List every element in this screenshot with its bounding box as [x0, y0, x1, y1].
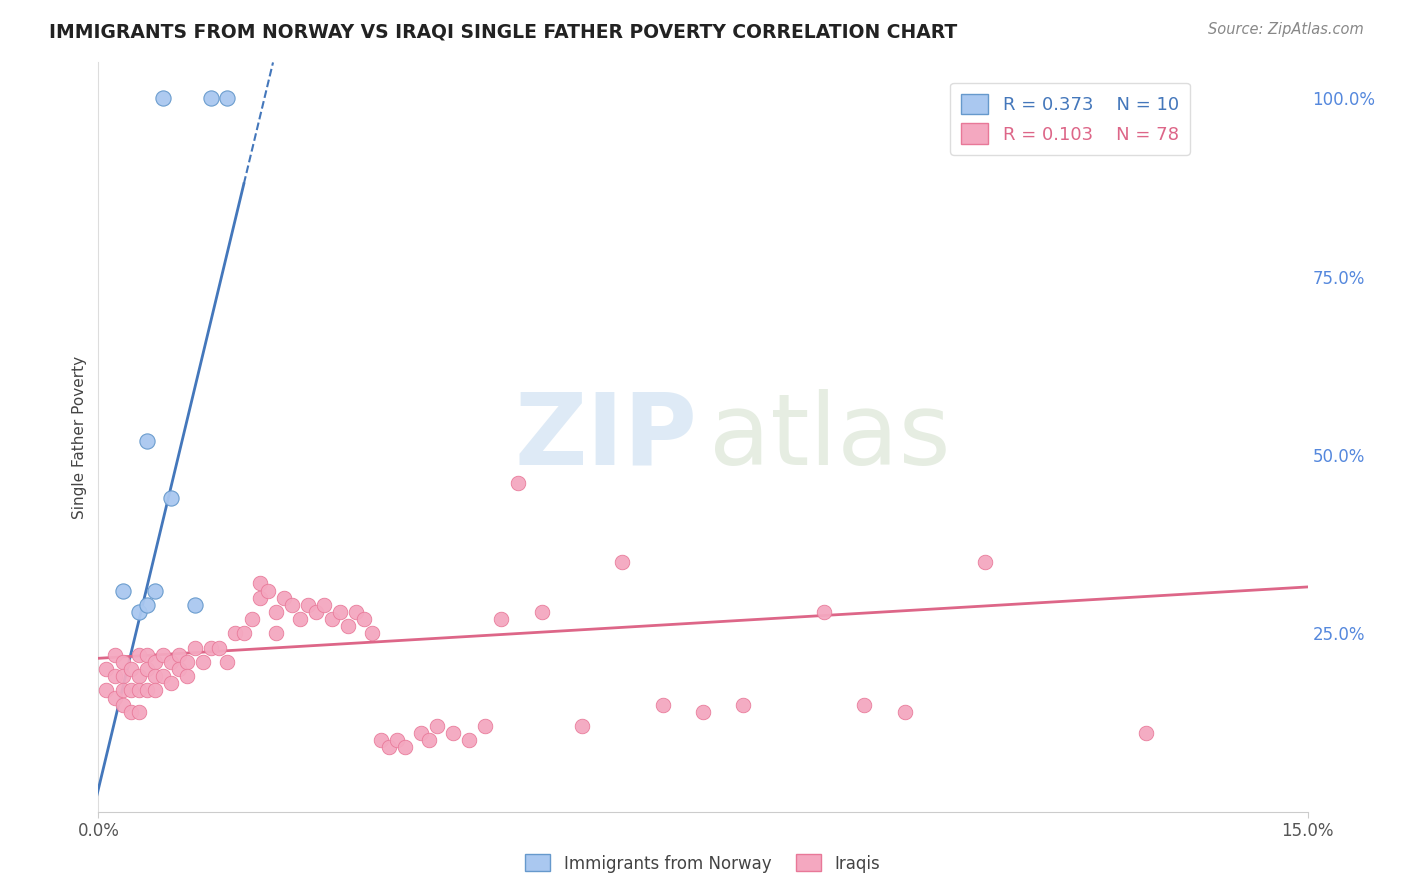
- Point: [491, 612, 513, 626]
- Point: [143, 669, 166, 683]
- Point: [426, 719, 449, 733]
- Point: [314, 598, 336, 612]
- Point: [506, 476, 529, 491]
- Point: [96, 662, 118, 676]
- Point: [160, 491, 183, 505]
- Point: [111, 698, 134, 712]
- Point: [353, 612, 375, 626]
- Point: [111, 669, 134, 683]
- Point: [128, 605, 150, 619]
- Point: [167, 648, 190, 662]
- Point: [184, 598, 207, 612]
- Point: [385, 733, 408, 747]
- Point: [135, 683, 157, 698]
- Point: [96, 683, 118, 698]
- Point: [135, 662, 157, 676]
- Point: [120, 705, 142, 719]
- Point: [152, 669, 174, 683]
- Point: [458, 733, 481, 747]
- Point: [128, 683, 150, 698]
- Point: [571, 719, 593, 733]
- Point: [370, 733, 392, 747]
- Point: [143, 683, 166, 698]
- Point: [103, 690, 125, 705]
- Point: [249, 591, 271, 605]
- Point: [530, 605, 553, 619]
- Text: IMMIGRANTS FROM NORWAY VS IRAQI SINGLE FATHER POVERTY CORRELATION CHART: IMMIGRANTS FROM NORWAY VS IRAQI SINGLE F…: [49, 22, 957, 41]
- Point: [288, 612, 311, 626]
- Point: [651, 698, 673, 712]
- Point: [240, 612, 263, 626]
- Point: [160, 655, 183, 669]
- Point: [143, 583, 166, 598]
- Point: [264, 626, 287, 640]
- Point: [1135, 726, 1157, 740]
- Point: [184, 640, 207, 655]
- Point: [152, 648, 174, 662]
- Point: [200, 91, 222, 105]
- Text: Source: ZipAtlas.com: Source: ZipAtlas.com: [1208, 22, 1364, 37]
- Point: [297, 598, 319, 612]
- Point: [143, 655, 166, 669]
- Point: [103, 648, 125, 662]
- Point: [128, 648, 150, 662]
- Point: [217, 655, 239, 669]
- Point: [692, 705, 714, 719]
- Point: [409, 726, 432, 740]
- Point: [128, 705, 150, 719]
- Point: [249, 576, 271, 591]
- Point: [135, 598, 157, 612]
- Point: [612, 555, 634, 569]
- Point: [111, 683, 134, 698]
- Point: [128, 669, 150, 683]
- Point: [273, 591, 295, 605]
- Point: [111, 655, 134, 669]
- Point: [733, 698, 755, 712]
- Point: [120, 683, 142, 698]
- Text: atlas: atlas: [709, 389, 950, 485]
- Point: [305, 605, 328, 619]
- Y-axis label: Single Father Poverty: Single Father Poverty: [72, 356, 87, 518]
- Point: [208, 640, 231, 655]
- Point: [152, 91, 174, 105]
- Point: [176, 669, 198, 683]
- Point: [217, 91, 239, 105]
- Point: [394, 740, 416, 755]
- Point: [441, 726, 464, 740]
- Point: [103, 669, 125, 683]
- Point: [281, 598, 304, 612]
- Text: ZIP: ZIP: [515, 389, 697, 485]
- Point: [193, 655, 215, 669]
- Point: [120, 662, 142, 676]
- Legend: Immigrants from Norway, Iraqis: Immigrants from Norway, Iraqis: [519, 847, 887, 880]
- Point: [321, 612, 343, 626]
- Point: [135, 648, 157, 662]
- Point: [176, 655, 198, 669]
- Point: [853, 698, 876, 712]
- Point: [813, 605, 835, 619]
- Point: [232, 626, 254, 640]
- Legend: R = 0.373    N = 10, R = 0.103    N = 78: R = 0.373 N = 10, R = 0.103 N = 78: [950, 83, 1189, 155]
- Point: [111, 583, 134, 598]
- Point: [160, 676, 183, 690]
- Point: [418, 733, 440, 747]
- Point: [256, 583, 278, 598]
- Point: [264, 605, 287, 619]
- Point: [167, 662, 190, 676]
- Point: [893, 705, 915, 719]
- Point: [200, 640, 222, 655]
- Point: [224, 626, 246, 640]
- Point: [377, 740, 399, 755]
- Point: [329, 605, 352, 619]
- Point: [337, 619, 360, 633]
- Point: [361, 626, 384, 640]
- Point: [974, 555, 997, 569]
- Point: [474, 719, 496, 733]
- Point: [344, 605, 367, 619]
- Point: [135, 434, 157, 448]
